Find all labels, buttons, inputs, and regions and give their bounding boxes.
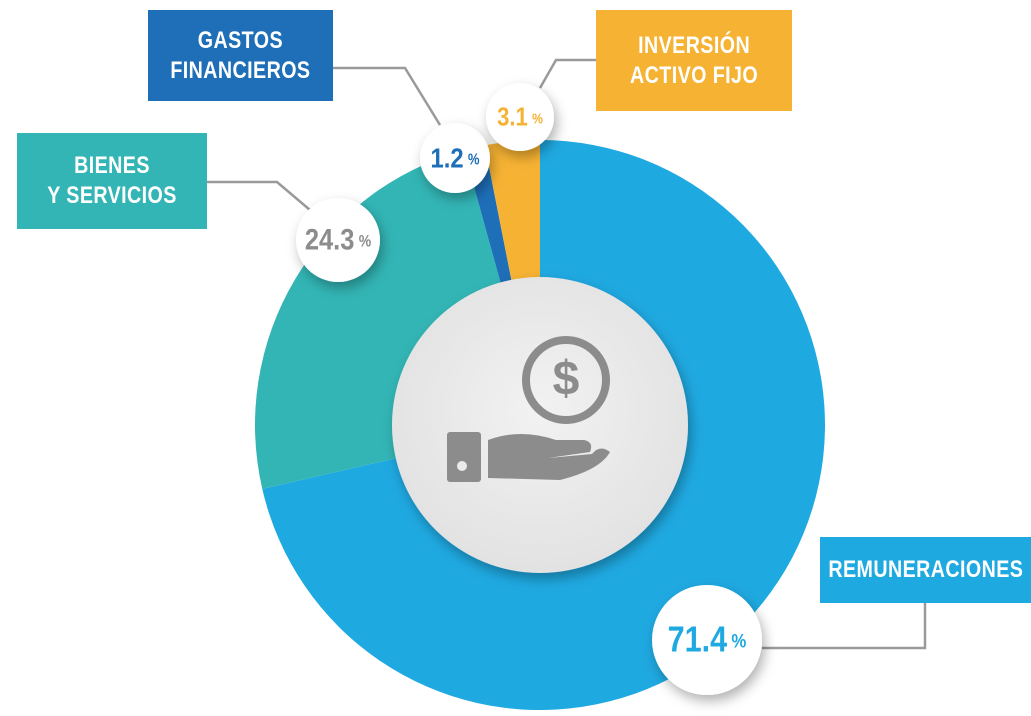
connector <box>538 58 596 89</box>
center-circle <box>392 277 688 573</box>
value-number: 1.2 <box>431 142 464 174</box>
category-text: INVERSIÓN ACTIVO FIJO <box>629 31 759 89</box>
connector <box>762 603 927 650</box>
value-number: 24.3 <box>305 223 355 256</box>
category-label: REMUNERACIONES <box>820 537 1031 603</box>
value-bubble <box>296 198 380 282</box>
value-unit: % <box>468 151 480 168</box>
value-label: 71.4% <box>668 620 747 660</box>
category-label: BIENES Y SERVICIOS <box>17 133 207 229</box>
connector <box>333 66 442 126</box>
value-unit: % <box>731 629 746 652</box>
value-unit: % <box>532 110 543 126</box>
value-bubble <box>486 83 554 151</box>
value-bubble <box>652 585 762 695</box>
money-icon: $ <box>447 336 610 482</box>
category-text: REMUNERACIONES <box>828 556 1023 583</box>
value-unit: % <box>359 232 372 250</box>
category-text: BIENES Y SERVICIOS <box>47 152 177 209</box>
value-label: 1.2% <box>431 142 480 174</box>
value-label: 3.1% <box>497 103 543 132</box>
value-bubble <box>420 123 490 193</box>
value-number: 3.1 <box>497 103 528 132</box>
value-number: 71.4 <box>668 620 728 660</box>
slice <box>484 140 540 288</box>
category-label: GASTOS FINANCIEROS <box>148 10 333 101</box>
category-text: GASTOS FINANCIEROS <box>170 26 311 84</box>
category-label: INVERSIÓN ACTIVO FIJO <box>596 10 792 111</box>
slice <box>254 150 503 489</box>
value-label: 24.3% <box>305 223 372 256</box>
slice <box>262 140 825 711</box>
svg-text:$: $ <box>553 353 580 406</box>
connector <box>207 180 311 211</box>
